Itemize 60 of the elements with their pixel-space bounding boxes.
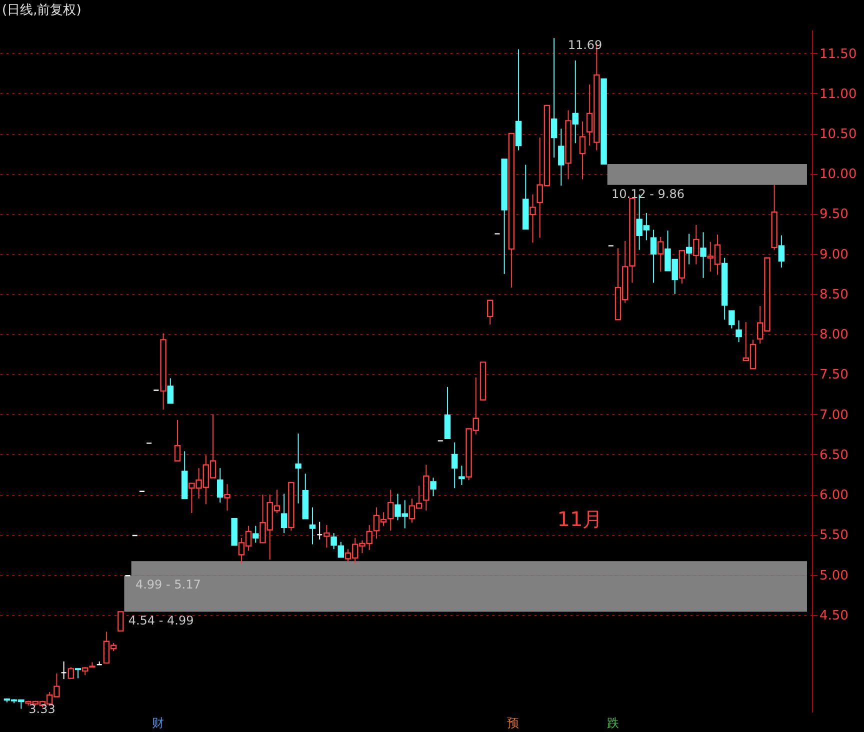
candlestick [650, 229, 657, 284]
candlestick [388, 489, 394, 532]
y-tick-label: 8.50 [820, 287, 848, 302]
annotation: 11.69 [568, 38, 602, 52]
candlestick [451, 442, 458, 489]
candlestick [167, 378, 174, 404]
candlestick [74, 668, 82, 679]
candlestick [458, 465, 465, 486]
candlestick [430, 477, 436, 497]
text: 财 [152, 716, 164, 730]
y-tick-label: 6.00 [820, 488, 848, 504]
y-tick-label: 7.00 [820, 408, 848, 423]
candlestick [658, 236, 664, 272]
candlestick [572, 60, 578, 144]
candlestick [550, 38, 558, 158]
candlestick [60, 660, 67, 680]
y-tick-label: 5.00 [820, 568, 848, 584]
candlestick [309, 506, 316, 545]
y-tick-label: 6.50 [820, 448, 848, 463]
annotation: 11月 [557, 507, 603, 531]
candlestick [330, 532, 337, 550]
y-tick-label: 5.50 [820, 528, 848, 544]
text: 跌 [607, 716, 619, 730]
candlestick [778, 234, 785, 268]
candlestick [118, 611, 124, 632]
candlestick [324, 524, 330, 548]
y-tick-label: 10.50 [820, 127, 857, 142]
candlestick [728, 310, 735, 329]
band-label: 10.12 - 9.86 [611, 186, 685, 201]
y-tick-label: 7.50 [820, 368, 848, 383]
candlestick [338, 541, 344, 558]
candlestick [736, 320, 742, 343]
y-tick-label: 10.00 [820, 167, 857, 182]
annotation: 3.33 [28, 702, 56, 716]
candlestick [487, 300, 494, 325]
candlestick [280, 493, 288, 534]
candlestick [558, 128, 564, 186]
candlestick [68, 666, 74, 679]
y-tick-label: 11.50 [820, 46, 857, 62]
candlestick [530, 194, 536, 244]
candlestick [693, 224, 700, 265]
text: 预 [507, 716, 519, 730]
y-tick-label: 8.00 [820, 328, 848, 343]
candlestick [444, 386, 451, 439]
candlestick [224, 484, 230, 512]
y-tick-label: 11.00 [820, 86, 857, 102]
candlestick [316, 521, 323, 540]
candlestick [579, 120, 586, 180]
y-tick-label: 9.00 [820, 247, 848, 262]
candlestick [217, 468, 224, 504]
candlestick [295, 433, 302, 504]
chart-title: (日线,前复权) [2, 3, 82, 18]
candlestick [700, 232, 706, 278]
candlestick [174, 419, 181, 462]
y-tick-label: 9.50 [820, 207, 848, 222]
band-label: 4.54 - 4.99 [128, 614, 194, 628]
candlestick [252, 525, 259, 544]
y-tick-label: 4.50 [820, 608, 848, 624]
candlestick [686, 233, 692, 265]
band-label: 4.99 - 5.17 [135, 578, 201, 592]
